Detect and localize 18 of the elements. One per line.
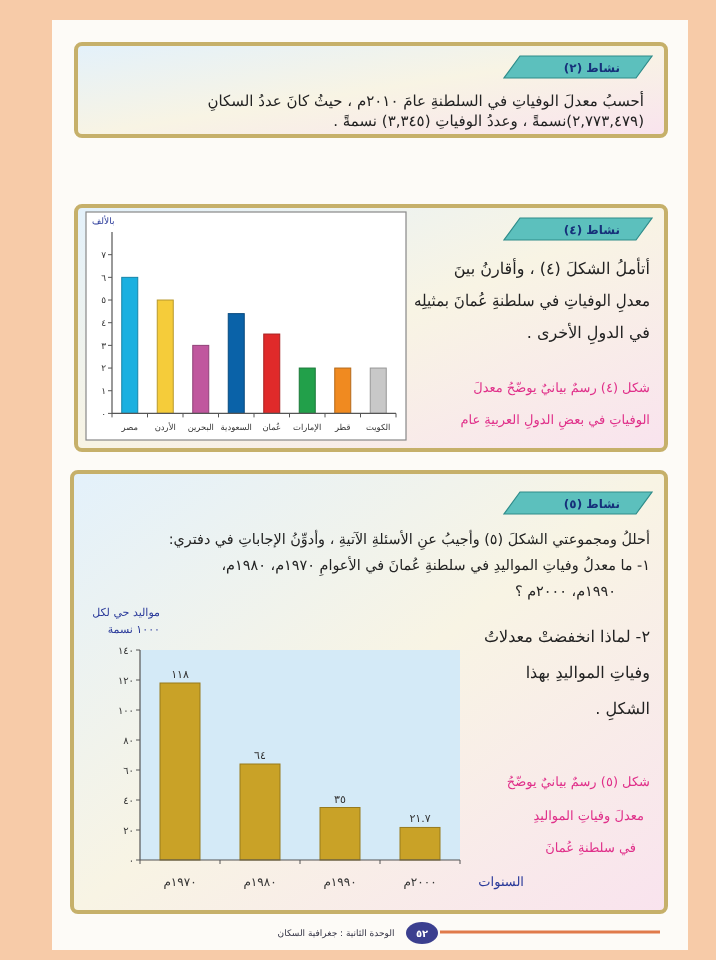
bar	[399, 826, 441, 861]
bar	[121, 276, 139, 414]
text: الشكلِ .	[595, 700, 650, 722]
bar	[334, 367, 352, 414]
text: أتأملُ الشكلَ (٤) ، وأقارنُ بينَ	[453, 256, 650, 278]
bar	[298, 367, 316, 414]
text: ٢- لماذا انخفضتْ معدلاتُ	[484, 628, 650, 646]
text: في الدولِ الأخرى .	[526, 322, 651, 346]
bar	[192, 344, 210, 414]
text: معدلِ الوفياتِ في سلطنةِ عُمانَ بمثيلِه	[414, 292, 665, 314]
bar	[227, 313, 245, 414]
bar	[319, 807, 361, 861]
bar	[156, 299, 174, 414]
bar	[263, 333, 281, 414]
text: وفياتِ المواليدِ بهذا	[525, 664, 651, 684]
bar	[369, 367, 387, 414]
bar	[239, 763, 281, 861]
bar	[159, 682, 201, 861]
